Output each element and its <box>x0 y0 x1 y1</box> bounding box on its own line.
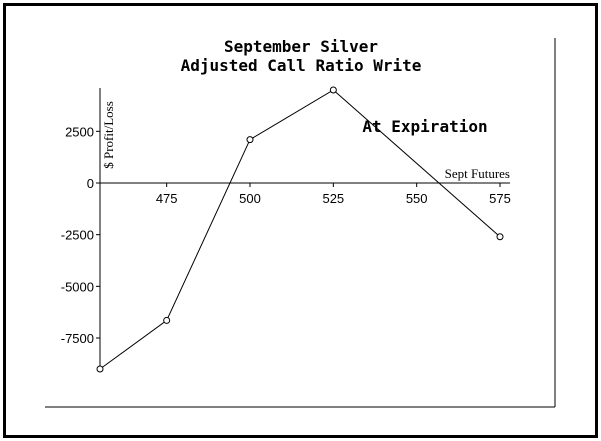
x-tick-label-575: 575 <box>489 191 511 206</box>
x-tick-label-550: 550 <box>406 191 428 206</box>
y-tick-label--7500: -7500 <box>61 331 94 346</box>
y-tick-label-0: 0 <box>87 176 94 191</box>
x-ticks: 475 500 525 550 575 <box>156 183 511 206</box>
data-point-525 <box>329 86 337 94</box>
chart-title-line-2: Adjusted Call Ratio Write <box>181 56 422 75</box>
y-tick-label-2500: 2500 <box>65 124 94 139</box>
y-ticks: 2500 0 -2500 -5000 -7500 <box>61 124 100 346</box>
data-point-475 <box>163 316 171 324</box>
data-point-455 <box>96 365 104 373</box>
x-tick-label-500: 500 <box>239 191 261 206</box>
annotation-at-expiration: At Expiration <box>362 117 487 136</box>
data-point-575 <box>496 233 504 241</box>
x-axis-label: Sept Futures <box>445 166 510 181</box>
x-tick-label-475: 475 <box>156 191 178 206</box>
data-point-500 <box>246 136 254 144</box>
y-tick-label--5000: -5000 <box>61 279 94 294</box>
y-axis-label: $ Profit/Loss <box>101 101 116 169</box>
chart-frame <box>3 3 598 438</box>
y-tick-label--2500: -2500 <box>61 228 94 243</box>
series-markers <box>96 86 504 373</box>
x-tick-label-525: 525 <box>322 191 344 206</box>
chart-title-line-1: September Silver <box>224 37 378 56</box>
